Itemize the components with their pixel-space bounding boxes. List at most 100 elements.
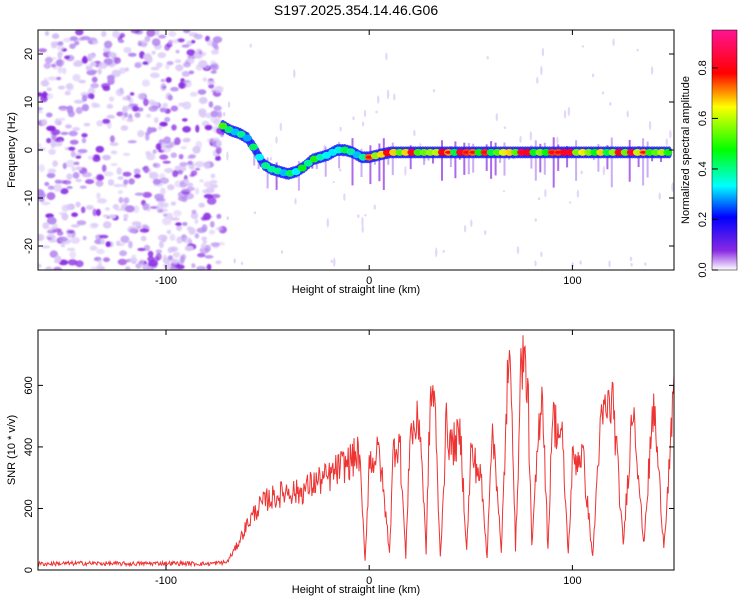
- noise-blob: [118, 196, 124, 204]
- ridge-streak: [369, 145, 372, 185]
- noise-blob: [80, 92, 90, 97]
- noise-blob: [131, 254, 137, 261]
- noise-blob: [118, 39, 125, 43]
- noise-blob: [54, 118, 60, 126]
- noise-blob: [102, 221, 112, 229]
- noise-speck: [568, 201, 572, 204]
- noise-blob: [122, 96, 128, 101]
- noise-blob: [60, 243, 66, 248]
- noise-blob: [61, 204, 70, 212]
- noise-blob: [73, 99, 84, 104]
- noise-blob: [117, 258, 128, 266]
- noise-blob: [174, 137, 181, 146]
- noise-blob: [81, 171, 92, 178]
- noise-blob: [145, 133, 150, 141]
- noise-blob: [147, 250, 154, 258]
- noise-blob: [95, 208, 101, 217]
- ridge-streak: [382, 138, 385, 190]
- noise-blob: [81, 137, 87, 144]
- y-tick-label: -10: [23, 190, 35, 206]
- noise-blob: [210, 110, 219, 118]
- noise-blob: [154, 256, 160, 262]
- noise-speck: [343, 193, 346, 201]
- noise-blob: [75, 30, 84, 36]
- noise-speck: [393, 93, 396, 101]
- noise-blob: [38, 48, 47, 53]
- ridge-core: [297, 164, 307, 172]
- noise-blob: [85, 179, 95, 185]
- noise-blob: [178, 102, 186, 107]
- noise-speck: [626, 110, 629, 118]
- noise-blob: [108, 214, 117, 219]
- noise-blob: [46, 125, 56, 132]
- ridge-streak: [378, 143, 381, 182]
- noise-blob: [195, 124, 200, 133]
- colorbar-gradient: [711, 29, 738, 271]
- noise-blob: [189, 91, 198, 97]
- ridge-streak: [628, 139, 631, 182]
- noise-blob: [197, 253, 206, 258]
- noise-blob: [178, 154, 184, 160]
- noise-speck: [361, 121, 365, 127]
- noise-speck: [484, 230, 487, 235]
- noise-blob: [90, 266, 101, 270]
- noise-blob: [131, 221, 142, 227]
- noise-blob: [146, 153, 156, 161]
- noise-speck: [516, 246, 520, 255]
- noise-blob: [96, 120, 104, 127]
- noise-blob: [156, 208, 164, 213]
- snr-ylabel: SNR (10 * v/v): [6, 415, 18, 485]
- noise-blob: [142, 61, 149, 65]
- noise-blob: [151, 128, 156, 133]
- noise-blob: [97, 259, 103, 267]
- noise-blob: [113, 183, 123, 188]
- noise-speck: [648, 120, 652, 131]
- noise-blob: [47, 168, 57, 174]
- noise-speck: [435, 247, 438, 258]
- noise-speck: [269, 157, 273, 161]
- noise-blob: [109, 135, 115, 143]
- noise-speck: [253, 211, 257, 215]
- noise-blob: [129, 92, 135, 96]
- noise-blob: [132, 105, 140, 112]
- noise-blob: [194, 161, 205, 168]
- noise-blob: [148, 172, 154, 177]
- noise-blob: [209, 180, 218, 184]
- noise-speck: [330, 259, 333, 263]
- noise-blob: [166, 229, 172, 235]
- noise-speck: [486, 56, 489, 60]
- noise-blob: [200, 243, 206, 250]
- noise-speck: [665, 138, 668, 147]
- noise-blob: [61, 213, 69, 221]
- noise-blob: [162, 102, 168, 108]
- noise-blob: [70, 224, 80, 228]
- noise-blob: [95, 180, 104, 187]
- noise-blob: [92, 208, 97, 217]
- noise-speck: [629, 256, 633, 262]
- noise-blob: [186, 182, 194, 187]
- noise-blob: [120, 235, 130, 244]
- noise-blob: [124, 67, 130, 72]
- noise-blob: [82, 235, 87, 241]
- noise-blob: [155, 198, 166, 202]
- noise-blob: [69, 251, 77, 259]
- noise-speck: [404, 166, 407, 176]
- ridge-streak: [266, 157, 269, 189]
- noise-blob: [105, 241, 112, 248]
- noise-blob: [127, 52, 137, 57]
- noise-blob: [72, 172, 80, 179]
- noise-blob: [152, 149, 157, 154]
- noise-blob: [99, 234, 109, 239]
- noise-blob: [38, 197, 45, 202]
- noise-blob: [162, 254, 167, 261]
- noise-blob: [215, 226, 223, 231]
- noise-speck: [540, 65, 543, 76]
- noise-blob: [65, 159, 75, 168]
- noise-blob: [116, 167, 122, 175]
- noise-speck: [463, 225, 467, 233]
- noise-speck: [567, 106, 571, 117]
- noise-blob: [147, 266, 153, 270]
- noise-blob: [75, 155, 82, 159]
